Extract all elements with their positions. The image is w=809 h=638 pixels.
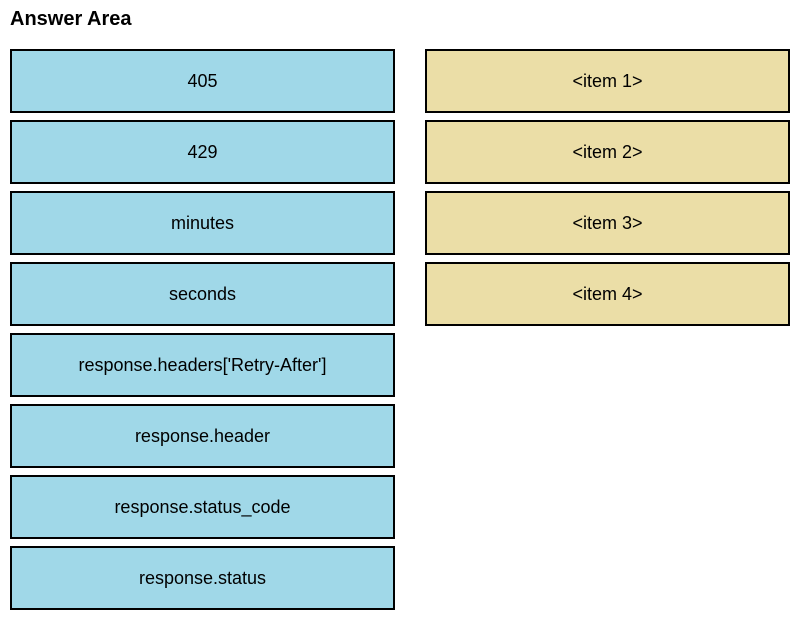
source-item[interactable]: response.status bbox=[10, 546, 395, 610]
source-item[interactable]: seconds bbox=[10, 262, 395, 326]
page-title: Answer Area bbox=[10, 8, 799, 31]
answer-area-container: 405 429 minutes seconds response.headers… bbox=[10, 49, 799, 610]
source-item[interactable]: response.status_code bbox=[10, 475, 395, 539]
target-slot[interactable]: <item 3> bbox=[425, 191, 790, 255]
source-item[interactable]: minutes bbox=[10, 191, 395, 255]
source-column: 405 429 minutes seconds response.headers… bbox=[10, 49, 395, 610]
target-slot[interactable]: <item 4> bbox=[425, 262, 790, 326]
source-item[interactable]: 429 bbox=[10, 120, 395, 184]
source-item[interactable]: 405 bbox=[10, 49, 395, 113]
target-slot[interactable]: <item 2> bbox=[425, 120, 790, 184]
source-item[interactable]: response.headers['Retry-After'] bbox=[10, 333, 395, 397]
target-column: <item 1> <item 2> <item 3> <item 4> bbox=[425, 49, 790, 610]
source-item[interactable]: response.header bbox=[10, 404, 395, 468]
target-slot[interactable]: <item 1> bbox=[425, 49, 790, 113]
